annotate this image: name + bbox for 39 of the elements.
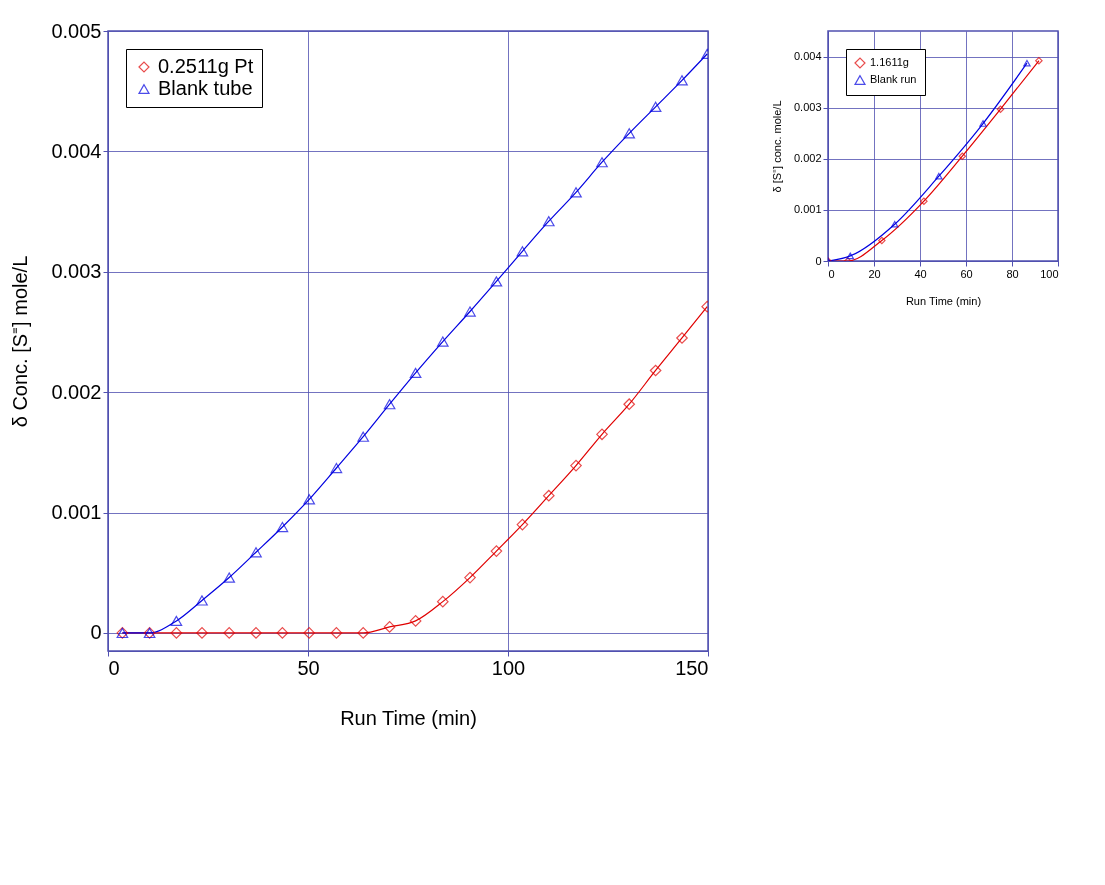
point <box>979 120 987 127</box>
x-tick-label: 150 <box>675 656 709 679</box>
legend-label: Blank tube <box>158 77 253 99</box>
x-axis-title: Run Time (min) <box>905 295 982 307</box>
point <box>958 152 967 160</box>
y-axis-title: δ [S⁼] conc. mole/L <box>770 100 783 193</box>
x-tick-label: 0 <box>828 267 835 280</box>
point <box>1023 59 1031 67</box>
legend-label: 1.1611g <box>870 56 909 68</box>
y-tick-label: 0 <box>815 254 822 267</box>
x-tick-label: 60 <box>960 267 973 280</box>
x-tick-label: 50 <box>297 656 320 679</box>
y-tick-label: 0.003 <box>51 260 102 283</box>
y-tick-label: 0.004 <box>51 139 102 162</box>
legend-label: Blank run <box>870 73 917 85</box>
x-axis-title: Run Time (min) <box>340 706 477 729</box>
y-tick-label: 0.003 <box>793 101 822 114</box>
y-tick-label: 0.001 <box>51 501 102 524</box>
x-tick-label: 20 <box>868 267 881 280</box>
y-axis-title: δ Conc. [S⁼] mole/L <box>9 255 32 428</box>
y-tick-label: 0.001 <box>793 203 822 216</box>
y-tick-label: 0.004 <box>793 50 822 63</box>
point <box>996 105 1005 113</box>
x-tick-label: 0 <box>108 656 120 679</box>
x-tick-label: 100 <box>491 656 526 679</box>
point <box>878 236 886 245</box>
y-tick-label: 0.002 <box>793 152 822 165</box>
y-tick-label: 0.002 <box>51 380 102 403</box>
x-tick-label: 80 <box>1006 267 1019 280</box>
point <box>935 172 943 180</box>
point <box>846 252 855 260</box>
x-tick-label: 100 <box>1040 267 1059 280</box>
x-tick-label: 40 <box>914 267 927 280</box>
point <box>920 197 928 205</box>
point <box>1035 56 1043 65</box>
point <box>890 220 899 228</box>
y-tick-label: 0.005 <box>51 19 102 42</box>
legend-label: 0.2511g Pt <box>158 55 254 77</box>
y-tick-label: 0 <box>90 621 102 644</box>
